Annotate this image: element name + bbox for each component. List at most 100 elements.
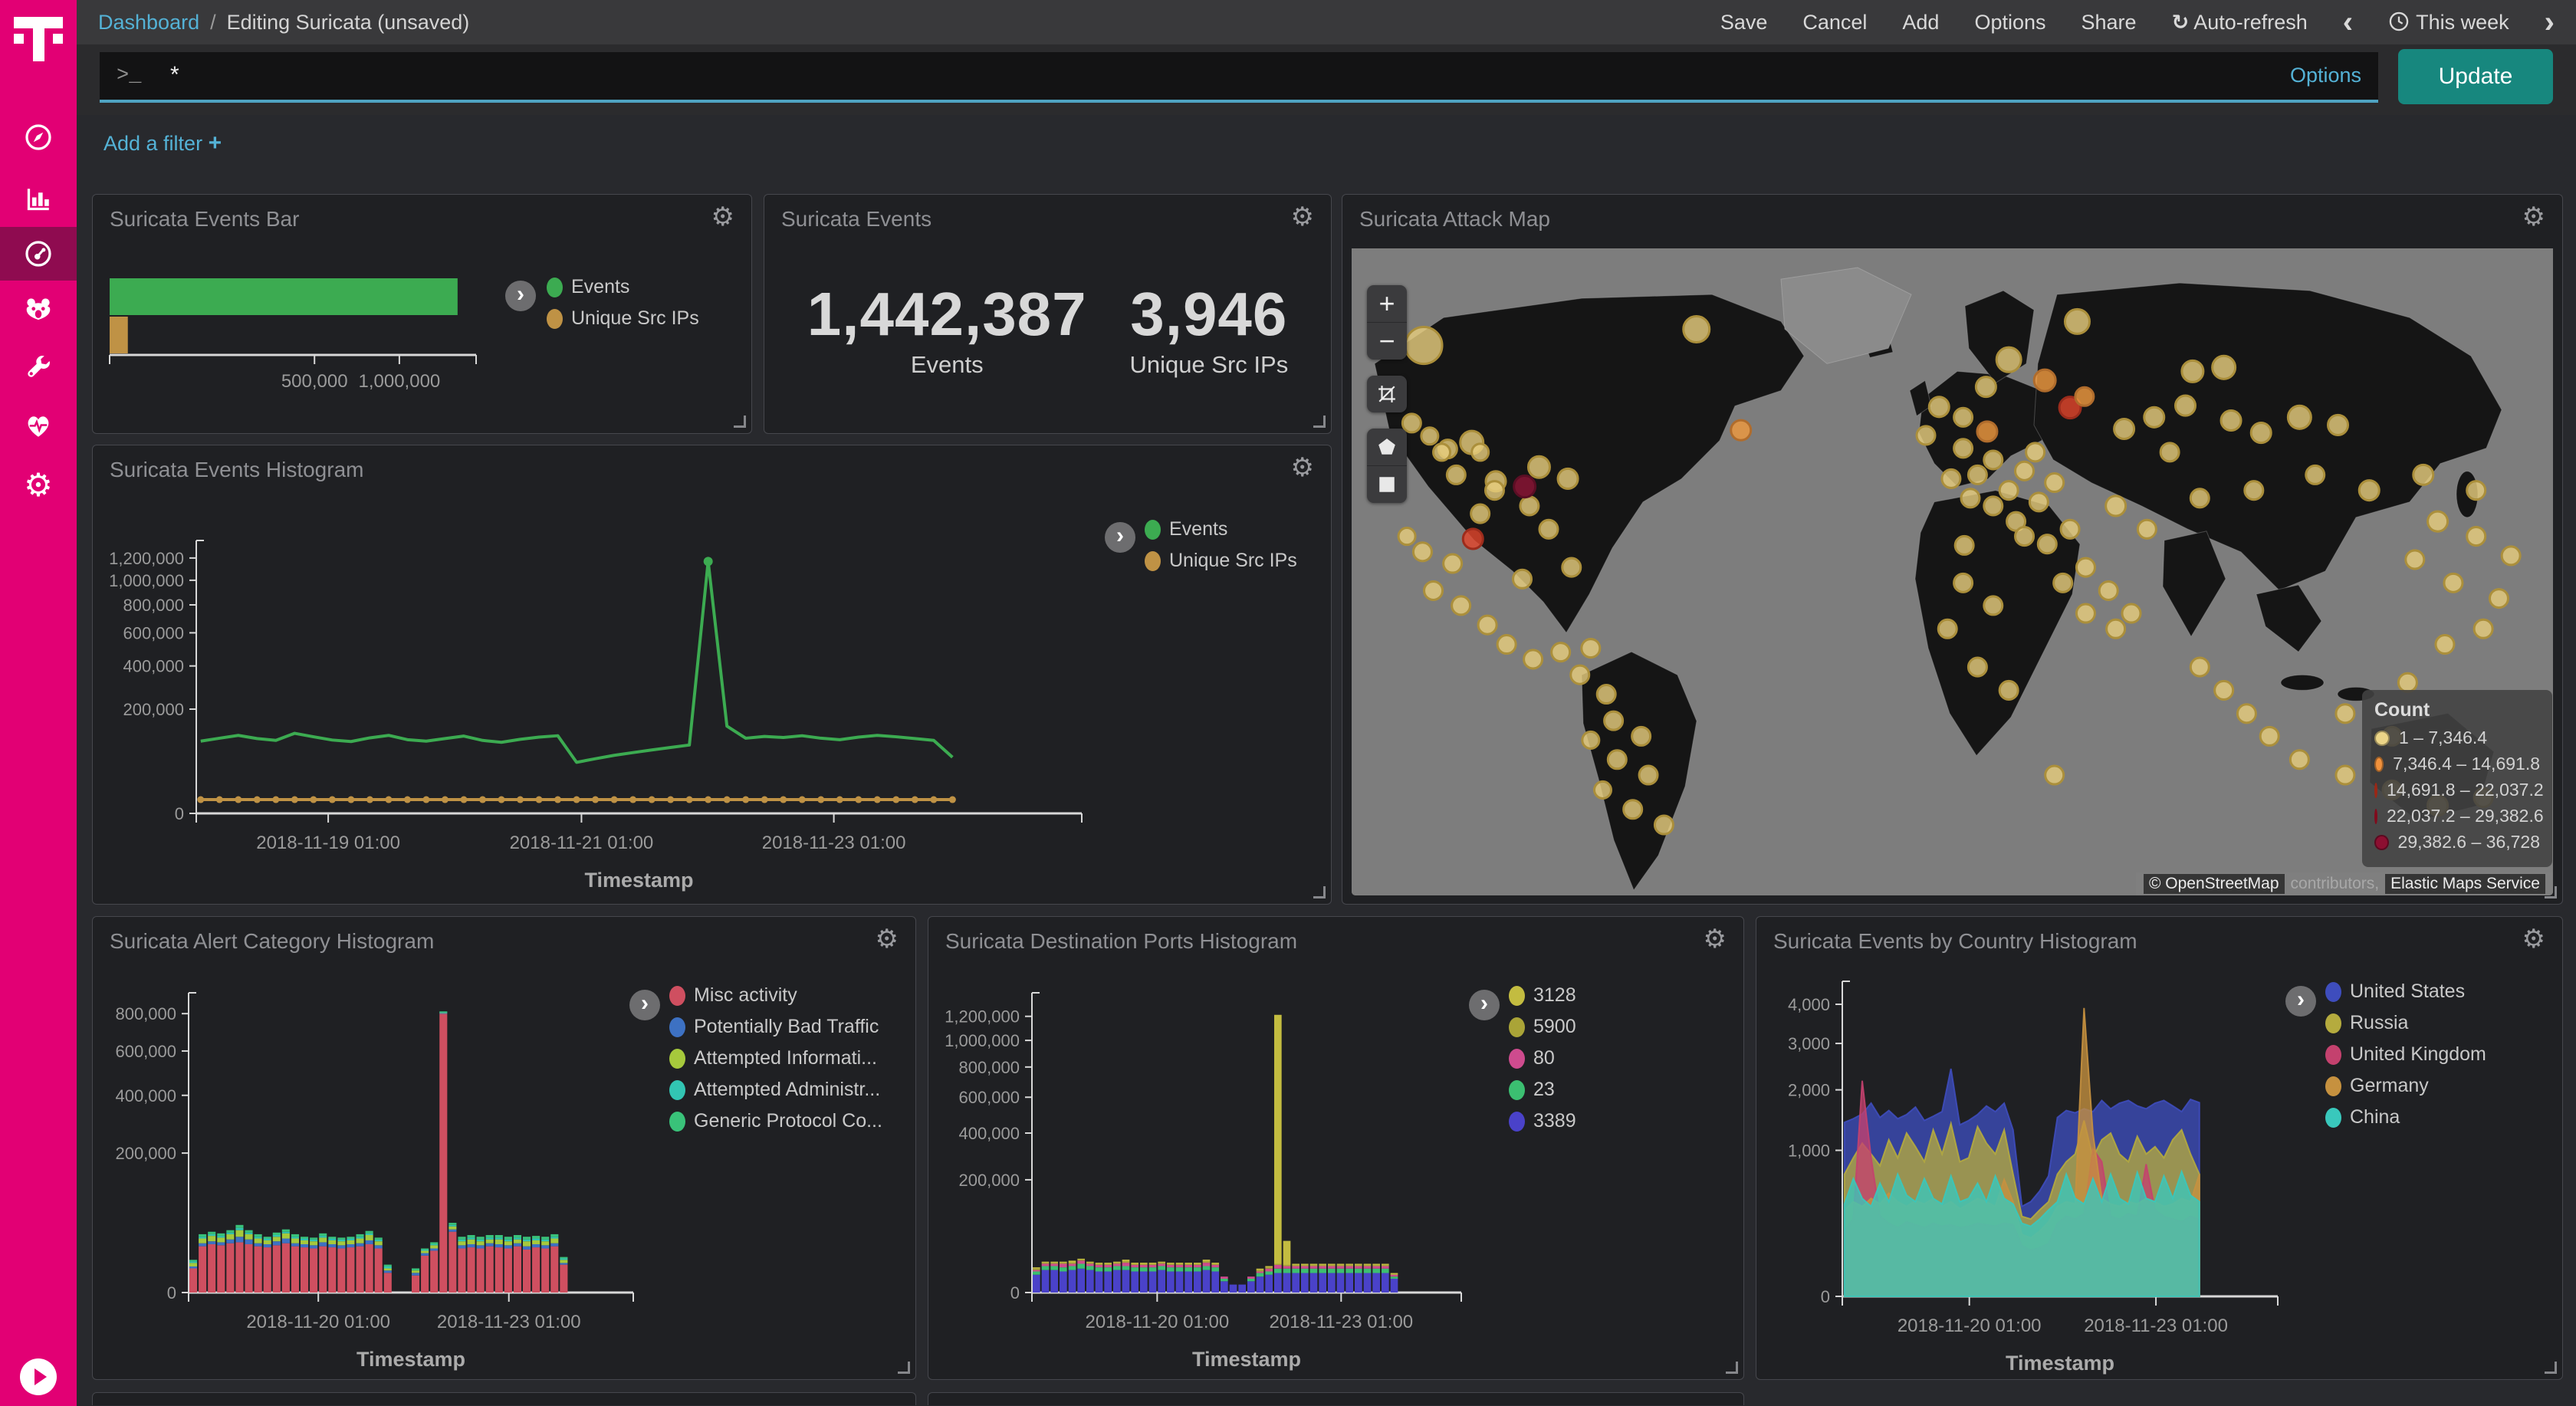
map-point <box>1461 527 1484 550</box>
panel-gear-icon[interactable]: ⚙ <box>1290 452 1314 483</box>
legend-item[interactable]: Events <box>547 276 699 298</box>
legend-item[interactable]: 80 <box>1509 1047 1576 1069</box>
map-legend-row: 29,382.6 – 36,728 <box>2374 832 2540 852</box>
chart-legend: Events Unique Src IPs <box>1145 518 1297 581</box>
map-point <box>2180 359 2205 383</box>
resize-handle[interactable] <box>898 1362 910 1374</box>
legend-item[interactable]: Potentially Bad Traffic <box>669 1016 882 1038</box>
nav-item-cancel[interactable]: Cancel <box>1802 10 1868 34</box>
add-filter-link[interactable]: Add a filter + <box>104 130 222 156</box>
legend-item[interactable]: United Kingdom <box>2325 1043 2486 1066</box>
legend-item[interactable]: Events <box>1145 518 1297 540</box>
sidebar-item-visualize[interactable] <box>0 172 77 226</box>
svg-text:1,000,000: 1,000,000 <box>945 1031 1020 1050</box>
legend-item[interactable]: United States <box>2325 981 2486 1003</box>
legend-color-dot <box>669 1079 685 1100</box>
legend-item[interactable]: China <box>2325 1106 2486 1128</box>
panel-gear-icon[interactable]: ⚙ <box>711 202 734 232</box>
legend-toggle-icon[interactable]: › <box>1105 522 1135 553</box>
map-point <box>1998 480 2019 501</box>
svg-text:800,000: 800,000 <box>123 596 184 615</box>
sidebar-item-dashboard[interactable] <box>0 227 77 281</box>
legend-toggle-icon[interactable]: › <box>505 281 536 311</box>
square-icon <box>1379 477 1395 492</box>
sidebar-item-monitoring[interactable] <box>0 399 77 453</box>
map-legend-label: 1 – 7,346.4 <box>2399 728 2488 747</box>
telekom-logo[interactable] <box>0 0 77 77</box>
legend-color-dot <box>547 277 563 297</box>
plus-icon: + <box>208 130 222 156</box>
sidebar-collapse-button[interactable] <box>20 1358 57 1395</box>
map-point <box>1513 475 1537 499</box>
query-options-link[interactable]: Options <box>2289 64 2361 87</box>
world-map[interactable]: + − Count 1 – 7,346.4 7,346.4 – 14,691.8 1… <box>1352 248 2553 895</box>
update-button[interactable]: Update <box>2398 49 2553 104</box>
legend-item[interactable]: Generic Protocol Co... <box>669 1110 882 1132</box>
breadcrumb-dashboard[interactable]: Dashboard <box>98 10 200 34</box>
events-line-chart: 0 200,000 400,000 600,000 800,000 1,000,000 1,… <box>109 540 1083 892</box>
nav-item-share[interactable]: Share <box>2081 10 2137 34</box>
sidebar-item-siem[interactable] <box>0 283 77 337</box>
svg-text:1,200,000: 1,200,000 <box>945 1007 1020 1027</box>
legend-item[interactable]: Unique Src IPs <box>1145 550 1297 572</box>
legend-color-dot <box>2325 981 2341 1002</box>
legend-item[interactable]: 3389 <box>1509 1110 1576 1132</box>
map-point <box>2220 409 2242 432</box>
legend-item[interactable]: 3128 <box>1509 984 1576 1007</box>
legend-item[interactable]: Attempted Informati... <box>669 1047 882 1069</box>
legend-item[interactable]: Germany <box>2325 1075 2486 1097</box>
map-point <box>2358 479 2380 502</box>
query-value: * <box>170 62 179 87</box>
map-point <box>1442 553 1464 574</box>
panel-gear-icon[interactable]: ⚙ <box>1290 202 1314 232</box>
auto-refresh-button[interactable]: ↻ Auto-refresh <box>2171 10 2308 34</box>
map-point <box>1603 710 1625 731</box>
panel-gear-icon[interactable]: ⚙ <box>1703 924 1727 954</box>
panel-gear-icon[interactable]: ⚙ <box>2522 924 2545 954</box>
fit-bounds-button[interactable] <box>1367 376 1407 412</box>
nav-item-save[interactable]: Save <box>1720 10 1768 34</box>
resize-handle[interactable] <box>1313 886 1326 898</box>
map-point <box>1937 618 1958 639</box>
legend-toggle-icon[interactable]: › <box>629 990 660 1020</box>
legend-item[interactable]: Misc activity <box>669 984 882 1007</box>
legend-item[interactable]: 23 <box>1509 1079 1576 1101</box>
map-legend-row: 22,037.2 – 29,382.6 <box>2374 806 2544 826</box>
zoom-out-button[interactable]: − <box>1378 325 1395 356</box>
legend-label: Unique Src IPs <box>571 307 699 329</box>
search-input[interactable]: >_ * Options <box>100 52 2378 103</box>
map-point <box>1995 346 2022 373</box>
map-point <box>2189 488 2210 509</box>
zoom-in-button[interactable]: + <box>1367 285 1407 323</box>
sidebar-item-discover[interactable] <box>0 110 77 164</box>
resize-handle[interactable] <box>734 416 746 428</box>
panel-gear-icon[interactable]: ⚙ <box>875 924 899 954</box>
legend-toggle-icon[interactable]: › <box>1469 990 1500 1020</box>
legend-label: 3128 <box>1533 984 1576 1006</box>
legend-item[interactable]: Russia <box>2325 1012 2486 1034</box>
map-point <box>2098 580 2119 602</box>
svg-text:400,000: 400,000 <box>123 657 184 676</box>
attribution-link[interactable]: © OpenStreetMap <box>2143 874 2285 894</box>
panel-gear-icon[interactable]: ⚙ <box>2522 202 2545 232</box>
sidebar-item-management[interactable]: ⚙ <box>0 458 77 512</box>
map-point <box>1401 412 1422 434</box>
legend-toggle-icon[interactable]: › <box>2285 986 2316 1017</box>
resize-handle[interactable] <box>1313 416 1326 428</box>
sidebar-item-devtools[interactable] <box>0 342 77 396</box>
map-legend-dot <box>2374 756 2384 772</box>
legend-item[interactable]: Unique Src IPs <box>547 307 699 330</box>
draw-rectangle-button[interactable] <box>1367 466 1407 503</box>
nav-item-options[interactable]: Options <box>1974 10 2046 34</box>
legend-color-dot <box>669 1048 685 1069</box>
resize-handle[interactable] <box>1726 1362 1738 1374</box>
draw-polygon-button[interactable] <box>1367 429 1407 466</box>
nav-item-add[interactable]: Add <box>1902 10 1940 34</box>
legend-item[interactable]: Attempted Administr... <box>669 1079 882 1101</box>
legend-item[interactable]: 5900 <box>1509 1016 1576 1038</box>
resize-handle[interactable] <box>2545 886 2557 898</box>
time-range-picker[interactable]: This week <box>2388 11 2509 34</box>
resize-handle[interactable] <box>2545 1362 2557 1374</box>
legend-color-dot <box>2325 1107 2341 1128</box>
attribution-link[interactable]: Elastic Maps Service <box>2385 874 2545 894</box>
